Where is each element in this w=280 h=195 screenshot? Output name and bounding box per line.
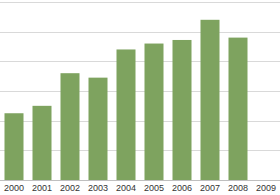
bar [33,106,52,180]
bar [89,78,108,180]
bar [145,44,164,180]
bar [5,113,24,180]
bar [61,73,80,180]
bars [5,20,248,180]
x-tick-label: 2002 [60,183,80,193]
chart: 2000 2001 2002 2003 2004 2005 2006 2007 2008 2009 [0,0,280,195]
x-tick-label: 2005 [144,183,164,193]
x-tick-label: 2000 [4,183,24,193]
grid-line [0,2,280,3]
x-tick-label: 2008 [228,183,248,193]
bar [173,40,192,180]
bar [117,49,136,180]
x-tick-label: 2003 [88,183,108,193]
x-tick-label: 2004 [116,183,136,193]
x-tick-label: 2001 [32,183,52,193]
bar [229,38,248,180]
grid-line [0,180,280,181]
x-tick-label: 2007 [200,183,220,193]
x-axis [0,180,280,181]
x-tick-label: 2006 [172,183,192,193]
x-tick-label: 2009 [256,183,276,193]
bar [201,20,220,180]
grid-line [0,32,280,33]
